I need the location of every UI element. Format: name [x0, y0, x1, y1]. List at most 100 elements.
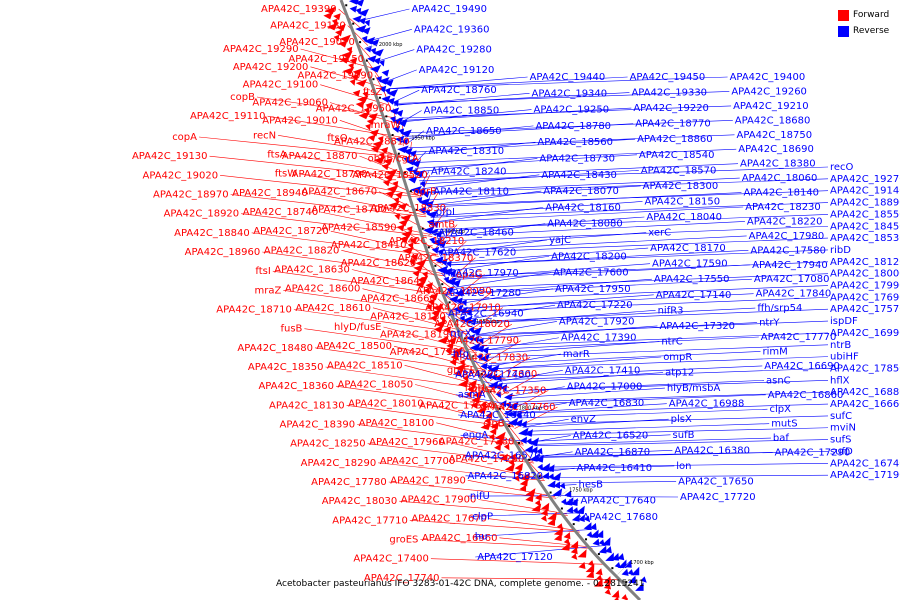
reverse-leader-line	[442, 237, 829, 254]
reverse-gene-label: APA42C_17080	[754, 274, 830, 285]
reverse-leader-line	[392, 89, 420, 103]
forward-gene-arrow	[415, 259, 427, 267]
forward-gene-label: APA42C_18870	[282, 151, 358, 162]
forward-gene-arrow	[333, 13, 341, 21]
reverse-gene-label: APA42C_17290	[775, 448, 851, 459]
forward-gene-arrow	[352, 89, 361, 97]
reverse-leader-line	[506, 387, 665, 399]
reverse-gene-arrow	[611, 552, 619, 561]
reverse-leader-line	[437, 223, 546, 239]
forward-leader-line	[309, 192, 426, 216]
reverse-leader-line	[461, 288, 554, 304]
feature-marker	[345, 4, 348, 7]
reverse-gene-label: envZ	[571, 414, 596, 425]
feature-marker	[585, 538, 588, 541]
reverse-leader-line	[514, 403, 829, 414]
reverse-gene-label: APA42C_18040	[646, 212, 722, 223]
reverse-gene-label: nifR3	[658, 305, 684, 316]
reverse-gene-arrow	[508, 401, 519, 410]
forward-gene-label: APA42C_18050	[338, 380, 414, 391]
reverse-gene-arrow	[551, 472, 562, 481]
reverse-leader-line	[502, 380, 765, 392]
reverse-gene-arrow	[387, 97, 395, 105]
forward-leader-line	[488, 518, 579, 531]
reverse-gene-arrow	[621, 568, 629, 576]
feature-marker	[538, 475, 541, 478]
forward-gene-arrow	[430, 314, 438, 322]
reverse-gene-arrow	[411, 160, 421, 168]
reverse-leader-line	[423, 178, 829, 194]
forward-gene-label: APA42C_18610	[295, 303, 371, 314]
tick-label: 1850 kbp	[476, 319, 500, 325]
forward-gene-label: APA42C_18190	[380, 329, 456, 340]
reverse-leader-line	[548, 465, 675, 470]
forward-gene-label: oprB	[413, 186, 437, 197]
reverse-gene-label: APA42C_18000	[830, 269, 900, 280]
reverse-gene-arrow	[378, 59, 385, 67]
reverse-gene-label: APA42C_16740	[830, 458, 900, 469]
reverse-leader-line	[371, 29, 412, 41]
reverse-gene-arrow	[398, 119, 408, 127]
reverse-gene-arrow	[467, 317, 477, 326]
forward-gene-arrow	[349, 79, 356, 86]
reverse-gene-arrow	[479, 353, 490, 362]
reverse-gene-arrow	[589, 529, 599, 538]
forward-gene-arrow	[449, 358, 457, 366]
reverse-leader-line	[393, 92, 630, 105]
reverse-leader-line	[457, 278, 652, 295]
forward-gene-arrow	[547, 511, 557, 521]
reverse-gene-label: APA42C_18650	[426, 126, 502, 137]
forward-leader-line	[304, 328, 478, 354]
reverse-gene-label: APA42C_19330	[631, 88, 707, 99]
feature-marker	[549, 491, 552, 494]
reverse-leader-line	[446, 250, 749, 266]
reverse-gene-arrow	[520, 436, 527, 444]
reverse-gene-arrow	[503, 392, 513, 401]
forward-gene-arrow	[547, 518, 556, 526]
forward-leader-line	[476, 369, 497, 394]
forward-leader-line	[446, 441, 534, 462]
forward-gene-label: APA42C_18920	[164, 209, 240, 220]
forward-gene-arrow	[351, 73, 359, 81]
feature-marker	[528, 458, 531, 461]
forward-gene-arrow	[413, 264, 424, 272]
reverse-gene-label: APA42C_18140	[743, 188, 819, 199]
reverse-gene-label: pfpI	[436, 207, 455, 218]
forward-gene-arrow	[509, 453, 516, 461]
reverse-gene-label: APA42C_16880	[830, 387, 900, 398]
forward-gene-arrow	[611, 589, 620, 598]
reverse-gene-label: APA42C_17430	[455, 369, 531, 380]
feature-marker	[464, 337, 467, 340]
forward-gene-arrow	[458, 379, 469, 388]
forward-gene-label: ftsZ	[363, 87, 382, 98]
reverse-gene-arrow	[410, 185, 422, 194]
reverse-gene-arrow	[397, 145, 409, 154]
reverse-gene-arrow	[386, 89, 399, 97]
reverse-gene-label: APA42C_16870	[575, 447, 651, 458]
reverse-gene-label: APA42C_17390	[561, 333, 637, 344]
reverse-gene-label: APA42C_18550	[830, 209, 900, 220]
forward-gene-arrow	[380, 146, 389, 154]
feature-marker	[456, 319, 459, 322]
forward-gene-arrow	[471, 395, 481, 404]
reverse-leader-line	[489, 351, 761, 365]
forward-gene-arrow	[476, 405, 487, 414]
reverse-gene-label: APA42C_17140	[656, 290, 732, 301]
reverse-leader-line	[490, 353, 561, 367]
reverse-gene-label: mviN	[830, 423, 856, 434]
forward-gene-label: APA42C_19100	[243, 80, 319, 91]
reverse-gene-label: APA42C_18220	[747, 216, 823, 227]
reverse-gene-label: APA42C_18860	[637, 134, 713, 145]
forward-gene-arrow	[504, 463, 515, 472]
reverse-leader-line	[385, 69, 417, 82]
tick-line	[424, 231, 440, 237]
forward-gene-label: APA42C_19180	[270, 21, 346, 32]
tick-line	[554, 490, 568, 500]
forward-gene-arrow	[398, 219, 409, 227]
reverse-gene-arrow	[617, 559, 627, 569]
reverse-gene-label: APA42C_17840	[756, 289, 832, 300]
reverse-gene-label: APA42C_17680	[582, 512, 658, 523]
reverse-gene-label: recO	[830, 162, 854, 173]
reverse-gene-label: APA42C_17640	[580, 496, 656, 507]
